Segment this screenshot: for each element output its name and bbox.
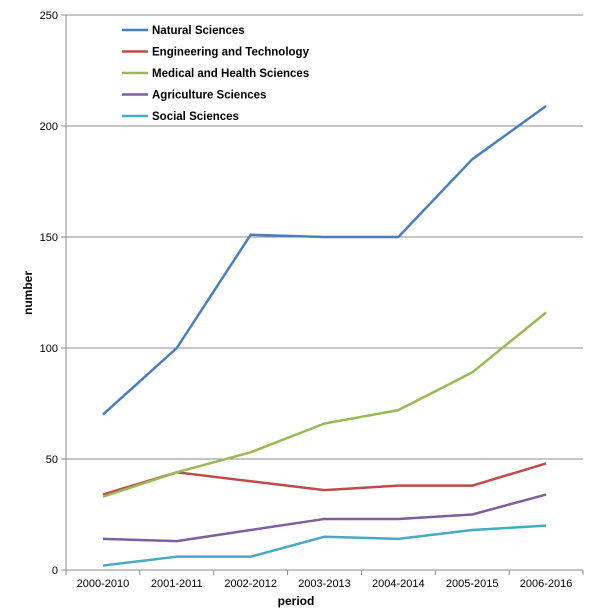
y-tick-labels: 0 50 100 150 200 250 (40, 10, 58, 577)
series-line-2 (102, 311, 547, 498)
x-tick-label: 2006-2016 (520, 578, 573, 590)
x-tick-label: 2002-2012 (224, 578, 277, 590)
series-lines (102, 105, 547, 567)
y-tick-label: 250 (40, 10, 58, 22)
x-tick-label: 2003-2013 (298, 578, 351, 590)
legend-label: Social Sciences (152, 111, 239, 123)
y-tick-label: 50 (46, 454, 58, 466)
legend-label: Natural Sciences (152, 25, 245, 37)
x-axis-title: period (278, 594, 315, 608)
x-tick-label: 2001-2011 (151, 578, 203, 590)
legend-label: Agriculture Sciences (152, 90, 266, 102)
x-tick-label: 2000-2010 (77, 578, 130, 590)
x-tick-label: 2005-2015 (446, 578, 499, 590)
series-line-0 (102, 105, 547, 416)
legend: Natural Sciences Engineering and Technolo… (122, 25, 310, 123)
legend-label: Medical and Health Sciences (152, 68, 309, 80)
y-tick-label: 150 (40, 232, 58, 244)
x-tick-label: 2004-2014 (372, 578, 425, 590)
y-tick-label: 200 (40, 121, 58, 133)
x-tick-labels: 2000-2010 2001-2011 2002-2012 2003-2013 2004… (77, 578, 573, 590)
series-line-4 (102, 524, 547, 567)
axes (61, 14, 584, 575)
y-tick-label: 100 (40, 343, 58, 355)
series-line-3 (102, 493, 547, 543)
y-tick-label: 0 (52, 565, 58, 577)
legend-label: Engineering and Technology (152, 47, 310, 59)
y-axis-title: number (21, 271, 35, 315)
series-line-1 (102, 462, 547, 496)
